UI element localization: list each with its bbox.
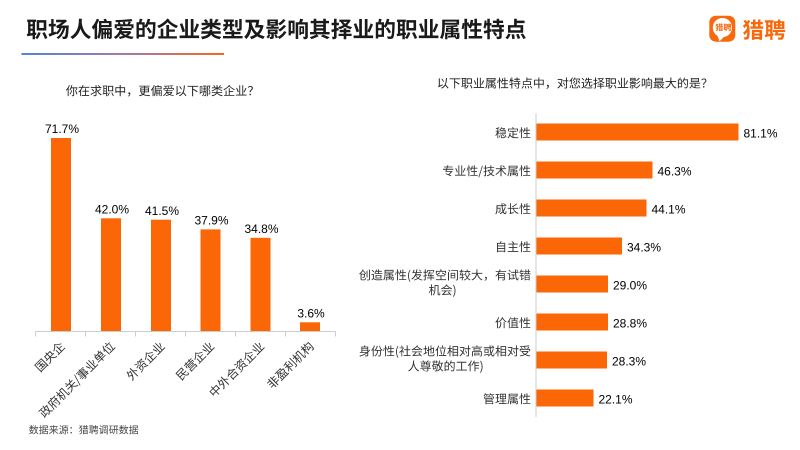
svg-text:22.1%: 22.1% [599, 393, 633, 407]
svg-text:42.0%: 42.0% [95, 203, 129, 217]
svg-text:28.8%: 28.8% [613, 317, 647, 331]
svg-text:29.0%: 29.0% [613, 279, 647, 293]
svg-text:41.5%: 41.5% [145, 204, 179, 218]
svg-text:34.3%: 34.3% [627, 241, 661, 255]
svg-text:3.6%: 3.6% [297, 307, 325, 321]
svg-text:44.1%: 44.1% [652, 203, 686, 217]
svg-text:46.3%: 46.3% [658, 165, 692, 179]
svg-text:71.7%: 71.7% [45, 122, 79, 136]
svg-text:28.3%: 28.3% [612, 355, 646, 369]
svg-text:34.8%: 34.8% [244, 222, 278, 236]
svg-text:81.1%: 81.1% [744, 127, 778, 141]
svg-text:37.9%: 37.9% [194, 214, 228, 228]
